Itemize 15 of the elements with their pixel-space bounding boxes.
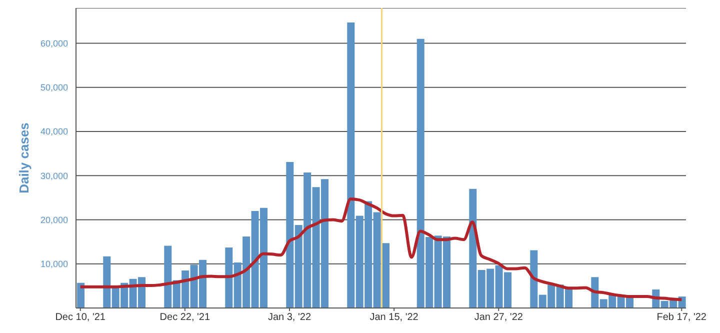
y-tick-label: 40,000 [40, 126, 68, 137]
y-tick-label: 20,000 [40, 214, 68, 225]
y-tick-label: 10,000 [40, 259, 68, 270]
x-tick-label: Dec 10, '21 [55, 312, 106, 324]
bar [77, 282, 84, 308]
line-series [78, 198, 684, 302]
y-tick-label: 60,000 [40, 38, 68, 48]
y-tick-label: 30,000 [40, 170, 68, 181]
y-axis-title: Daily cases [16, 122, 32, 194]
y-tick-label: 50,000 [40, 82, 68, 93]
x-tick-label: Feb 17, '22 [656, 312, 707, 324]
x-tick-label: Dec 22, '21 [160, 312, 210, 324]
x-tick-label: Jan 3, '22 [268, 312, 312, 324]
x-tick-label: Jan 27, '22 [474, 312, 524, 324]
x-tick-label: Jan 15, '22 [370, 312, 419, 324]
